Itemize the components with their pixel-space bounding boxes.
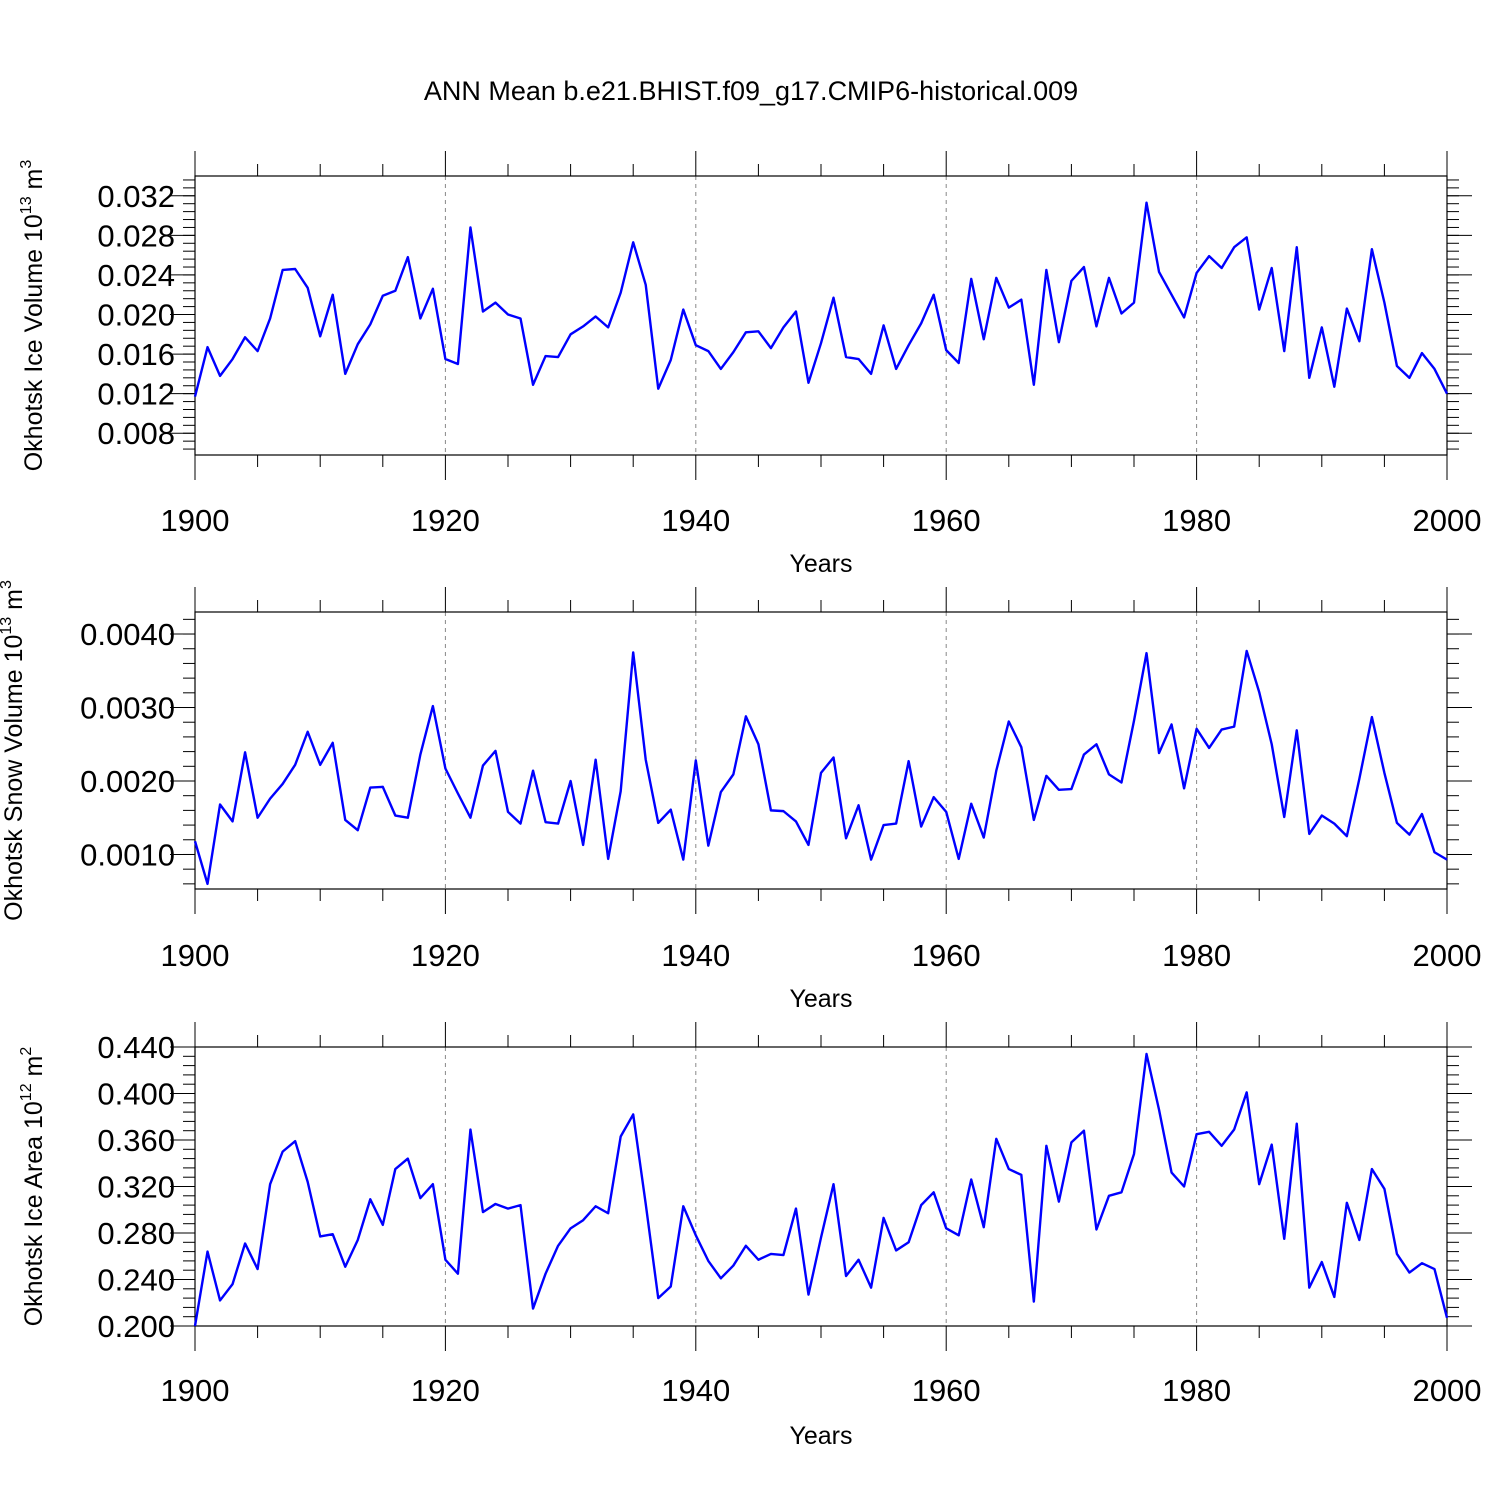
y-axis-label-unit-exponent: 3 xyxy=(18,160,35,169)
x-axis-label: Years xyxy=(789,1422,852,1450)
x-axis-label: Years xyxy=(789,550,852,578)
x-tick-label: 2000 xyxy=(1413,938,1482,973)
panels: 0.008 0.012 0.016 0.020 0.024 0.028 0.032 1900 1… xyxy=(0,151,1481,1450)
y-tick-label: 0.008 xyxy=(97,416,175,451)
x-tick-label: 1940 xyxy=(661,503,730,538)
y-axis-label-unit: m xyxy=(0,589,28,617)
series-line xyxy=(193,1052,1449,1327)
y-tick-label: 0.032 xyxy=(97,179,175,214)
x-tick-label: 1960 xyxy=(912,503,981,538)
x-tick-label: 1940 xyxy=(661,1373,730,1408)
x-tick-label: 1980 xyxy=(1162,938,1231,973)
y-tick-label: 0.440 xyxy=(97,1030,175,1065)
x-tick-label: 1900 xyxy=(161,938,230,973)
y-tick-label: 0.240 xyxy=(97,1263,175,1298)
chart-title: ANN Mean b.e21.BHIST.f09_g17.CMIP6-histo… xyxy=(424,76,1078,106)
x-tick-label: 1960 xyxy=(912,938,981,973)
plot-frame xyxy=(194,611,1448,890)
x-tick-label: 1920 xyxy=(411,938,480,973)
x-tick-label: 1920 xyxy=(411,503,480,538)
y-axis-label: Okhotsk Ice Area 1012 m2 xyxy=(18,1047,48,1327)
x-tick-label: 1980 xyxy=(1162,1373,1231,1408)
y-tick-label: 0.020 xyxy=(97,298,175,333)
y-tick-label: 0.0030 xyxy=(80,691,175,726)
y-tick-label: 0.0010 xyxy=(80,837,175,872)
x-tick-label: 1980 xyxy=(1162,503,1231,538)
y-tick-label: 0.012 xyxy=(97,377,175,412)
series-line xyxy=(193,201,1449,397)
y-axis-label-unit: m xyxy=(20,1056,48,1084)
y-tick-label: 0.320 xyxy=(97,1170,175,1205)
y-axis-label-exponent: 13 xyxy=(18,196,35,214)
y-axis-label-main: Okhotsk Ice Volume 10 xyxy=(20,214,48,471)
y-tick-label: 0.280 xyxy=(97,1216,175,1251)
y-axis-label: Okhotsk Snow Volume 1013 m3 xyxy=(0,580,28,921)
x-tick-label: 2000 xyxy=(1413,503,1482,538)
y-tick-label: 0.016 xyxy=(97,337,175,372)
y-axis-label-unit-exponent: 3 xyxy=(0,580,15,589)
plot-frame xyxy=(194,175,1448,456)
y-tick-label: 0.028 xyxy=(97,218,175,253)
x-tick-label: 1960 xyxy=(912,1373,981,1408)
x-tick-label: 1920 xyxy=(411,1373,480,1408)
x-tick-label: 1900 xyxy=(161,1373,230,1408)
panel-1: 0.008 0.012 0.016 0.020 0.024 0.028 0.032 1900 1… xyxy=(18,151,1481,578)
y-tick-label: 0.200 xyxy=(97,1309,175,1344)
y-axis-label-main: Okhotsk Snow Volume 10 xyxy=(0,635,28,921)
y-tick-label: 0.360 xyxy=(97,1123,175,1158)
x-tick-label: 1940 xyxy=(661,938,730,973)
y-axis-label-main: Okhotsk Ice Area 10 xyxy=(20,1101,48,1326)
y-axis-label: Okhotsk Ice Volume 1013 m3 xyxy=(18,160,48,472)
series-line xyxy=(193,649,1448,886)
y-axis-label-exponent: 12 xyxy=(18,1083,35,1101)
x-tick-label: 1900 xyxy=(161,503,230,538)
x-tick-label: 2000 xyxy=(1413,1373,1482,1408)
y-axis-label-unit-exponent: 2 xyxy=(18,1047,35,1056)
panel-2: 0.0010 0.0020 0.0030 0.0040 1900 1920 1940 1960… xyxy=(0,580,1481,1013)
y-axis-label-exponent: 13 xyxy=(0,617,15,635)
x-axis-label: Years xyxy=(789,985,852,1013)
y-tick-label: 0.0040 xyxy=(80,617,175,652)
y-axis-label-unit: m xyxy=(20,169,48,197)
panel-3: 0.200 0.240 0.280 0.320 0.360 0.400 0.440 1900 1… xyxy=(18,1022,1481,1450)
y-tick-label: 0.024 xyxy=(97,258,175,293)
y-tick-label: 0.400 xyxy=(97,1077,175,1112)
y-tick-label: 0.0020 xyxy=(80,764,175,799)
